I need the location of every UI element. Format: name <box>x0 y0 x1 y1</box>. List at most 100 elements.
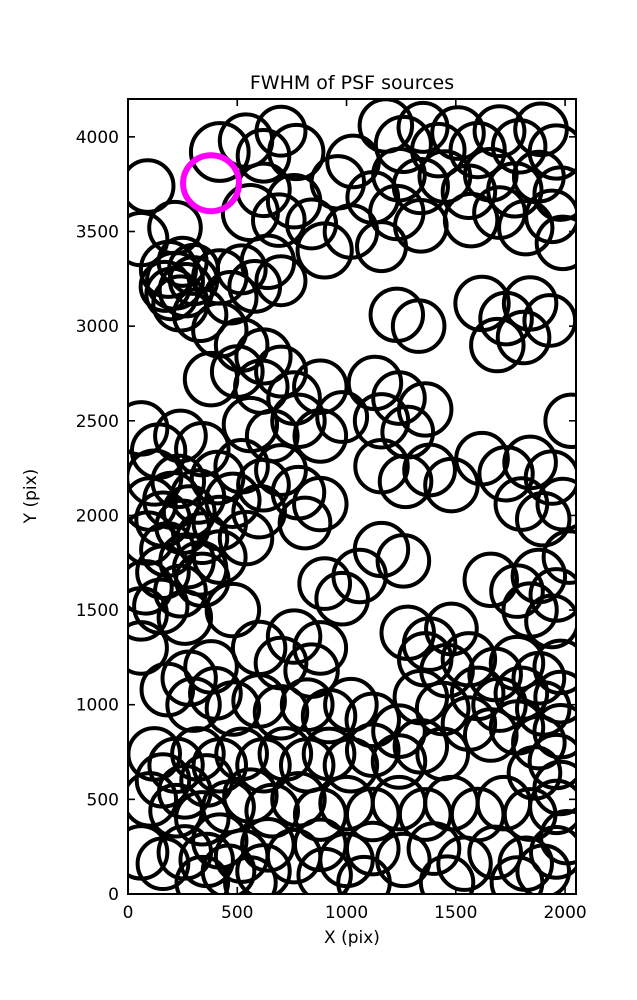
x-tick-label: 500 <box>221 903 253 923</box>
psf-source-circle <box>373 114 433 174</box>
psf-source-circle <box>158 532 216 590</box>
psf-source-circle <box>396 381 454 438</box>
psf-source-circle <box>252 684 310 741</box>
psf-source-circle <box>469 316 526 374</box>
psf-source-circle <box>174 854 231 894</box>
psf-source-circle <box>220 183 280 243</box>
x-axis-label: X (pix) <box>324 928 380 948</box>
psf-source-circle <box>344 820 401 877</box>
psf-source-circle <box>315 390 370 444</box>
x-tick-label: 2000 <box>543 903 586 923</box>
psf-source-circle <box>277 495 333 551</box>
psf-source-circle <box>533 669 576 725</box>
psf-source-circle <box>188 666 243 721</box>
psf-source-circle <box>297 556 353 611</box>
psf-source-circle <box>267 122 326 182</box>
psf-source-circle <box>477 445 535 503</box>
psf-source-circle <box>410 121 467 179</box>
highlighted-source-marker[interactable] <box>180 152 243 215</box>
y-tick-label: 1500 <box>76 601 119 621</box>
psf-source-circle <box>371 370 427 426</box>
psf-source-circle <box>377 453 434 510</box>
psf-source-circle <box>139 661 196 718</box>
psf-source-circle <box>506 745 563 801</box>
psf-source-circle <box>265 608 323 665</box>
data-markers-layer[interactable] <box>115 99 598 909</box>
x-tick-label: 1500 <box>434 903 477 923</box>
psf-source-circle <box>204 680 262 737</box>
psf-source-circle <box>331 547 388 605</box>
psf-source-circle <box>292 358 349 415</box>
psf-source-circle <box>532 702 576 760</box>
psf-source-circle <box>254 344 308 399</box>
psf-source-circle <box>472 104 527 159</box>
psf-source-circle <box>296 846 353 894</box>
psf-source-circle <box>171 286 229 344</box>
y-tick-labels: 0 500 1000 1500 2000 2500 3000 3500 4000 <box>76 128 119 905</box>
psf-source-circle <box>355 220 408 274</box>
psf-source-circle <box>204 581 262 639</box>
y-tick-label: 3500 <box>76 223 119 243</box>
psf-source-circle <box>390 298 447 354</box>
psf-source-circle <box>467 824 523 881</box>
psf-source-circle <box>128 559 174 616</box>
psf-source-circle <box>370 733 428 790</box>
psf-source-circle <box>510 547 568 605</box>
psf-source-circle <box>171 540 229 597</box>
psf-source-circle <box>497 199 555 257</box>
psf-source-circle <box>128 824 170 881</box>
psf-source-circle <box>402 442 457 498</box>
psf-source-circle <box>436 835 493 892</box>
y-tick-label: 1000 <box>76 696 119 716</box>
psf-source-circle <box>462 707 519 763</box>
psf-source-circle <box>535 476 576 532</box>
psf-source-circle <box>543 392 576 450</box>
y-tick-label: 4000 <box>76 128 119 148</box>
psf-source-circle <box>215 243 268 296</box>
psf-source-circle <box>292 408 349 464</box>
psf-source-circle <box>244 782 301 839</box>
psf-source-circle <box>524 593 576 650</box>
psf-source-circle <box>430 105 486 161</box>
psf-source-circle <box>128 620 169 676</box>
x-tick-label: 1000 <box>325 903 368 923</box>
psf-source-circle <box>235 843 292 894</box>
psf-source-circle <box>528 825 576 880</box>
psf-source-circle <box>442 191 500 249</box>
psf-source-circle <box>352 392 411 450</box>
psf-source-circle <box>325 133 381 190</box>
psf-source-circle <box>462 551 519 609</box>
psf-source-circle <box>418 854 476 894</box>
psf-source-circle <box>511 149 566 204</box>
psf-source-circle <box>292 475 349 533</box>
psf-source-circle <box>167 255 220 307</box>
psf-source-circle <box>231 483 287 540</box>
psf-source-circle <box>236 457 291 513</box>
psf-source-circle <box>182 350 240 408</box>
y-tick-label: 2000 <box>76 506 119 526</box>
psf-source-circle <box>528 778 576 836</box>
psf-source-circle <box>501 275 559 332</box>
psf-source-circle <box>128 586 169 642</box>
y-axis-label: Y (pix) <box>21 469 41 525</box>
selected-psf-source-circle[interactable] <box>180 152 243 215</box>
psf-source-circle <box>188 121 251 183</box>
psf-source-circle <box>440 163 498 220</box>
psf-source-circle <box>138 259 192 313</box>
psf-source-circle <box>292 620 349 676</box>
psf-source-circle <box>524 188 576 245</box>
psf-source-circle <box>128 158 176 214</box>
psf-source-circle <box>534 214 576 272</box>
y-tick-label: 3000 <box>76 317 119 337</box>
psf-source-circle <box>406 821 462 876</box>
psf-source-circle <box>490 118 548 175</box>
psf-source-circle <box>174 790 231 847</box>
psf-source-circle <box>175 511 230 566</box>
psf-source-circle <box>251 192 307 248</box>
psf-source-circle <box>375 533 432 589</box>
psf-source-circle <box>254 104 308 158</box>
y-tick-label: 2500 <box>76 412 119 432</box>
x-tick-label: 0 <box>123 903 134 923</box>
